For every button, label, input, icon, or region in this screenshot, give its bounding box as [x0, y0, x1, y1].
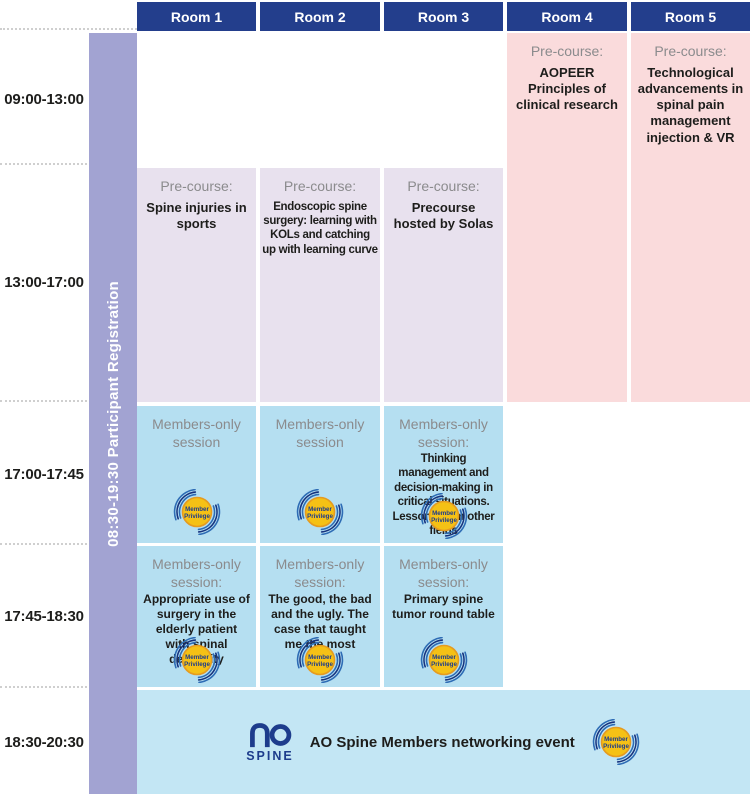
svg-text:Privilege: Privilege	[184, 513, 210, 520]
row-divider	[0, 400, 87, 402]
member-privilege-badge: Member Privilege	[591, 718, 641, 766]
member-privilege-badge: Member Privilege	[172, 488, 222, 536]
session-cell-room1-members-1700: Members-only session Member Privilege	[137, 406, 256, 543]
row-divider	[0, 543, 87, 545]
svg-text:Member: Member	[308, 506, 332, 513]
precourse-label: Pre-course:	[654, 43, 727, 59]
registration-bar: 08:30-19:30 Participant Registration	[89, 33, 137, 794]
svg-text:Privilege: Privilege	[603, 743, 629, 750]
time-label-1745-1830: 17:45-18:30	[4, 608, 84, 625]
members-only-label: Members-only session	[275, 416, 365, 450]
session-cell-room3-members-1700: Members-only session: Thinking managemen…	[384, 406, 503, 543]
svg-text:Member: Member	[432, 510, 456, 517]
ao-spine-logo: SPINE	[246, 722, 294, 763]
session-cell-networking-event: SPINE AO Spine Members networking event …	[137, 690, 750, 794]
session-cell-room3-precourse: Pre-course: Precourse hosted by Solas	[384, 168, 503, 402]
member-privilege-badge: Member Privilege	[295, 636, 345, 684]
precourse-label: Pre-course:	[160, 178, 233, 194]
member-privilege-badge: Member Privilege	[419, 492, 469, 540]
room-header-1: Room 1	[137, 2, 256, 31]
room-header-4: Room 4	[507, 2, 627, 31]
svg-text:Privilege: Privilege	[184, 661, 210, 668]
session-title: Technological advancements in spinal pai…	[637, 64, 744, 145]
session-cell-room2-members-1700: Members-only session Member Privilege	[260, 406, 380, 543]
members-only-label: Members-only session	[152, 416, 241, 450]
row-divider	[0, 28, 137, 30]
svg-text:Member: Member	[185, 506, 209, 513]
members-only-label: Members-only session:	[399, 556, 488, 590]
members-only-label: Members-only session:	[275, 556, 365, 590]
session-title: The good, the bad and the ugly. The case…	[268, 592, 372, 651]
room-header-3: Room 3	[384, 2, 503, 31]
svg-text:Member: Member	[432, 654, 456, 661]
session-title: Spine injuries in sports	[146, 199, 247, 231]
ao-spine-logo-text: SPINE	[246, 748, 294, 763]
precourse-label: Pre-course:	[283, 178, 357, 194]
row-divider	[0, 163, 87, 165]
room-header-5: Room 5	[631, 2, 750, 31]
networking-event-title: AO Spine Members networking event	[309, 733, 575, 751]
room-header-2: Room 2	[260, 2, 380, 31]
ao-logo-mark	[249, 722, 292, 747]
session-cell-room4-precourse: Pre-course: AOPEER Principles of clinica…	[507, 33, 627, 402]
svg-text:Privilege: Privilege	[307, 513, 333, 520]
member-privilege-badge: Member Privilege	[295, 488, 345, 536]
session-title: Precourse hosted by Solas	[393, 199, 494, 231]
session-cell-room5-precourse: Pre-course: Technological advancements i…	[631, 33, 750, 402]
registration-label: 08:30-19:30 Participant Registration	[104, 280, 122, 547]
time-label-0900-1300: 09:00-13:00	[4, 91, 84, 108]
time-label-1700-1745: 17:00-17:45	[4, 466, 84, 483]
session-title: Primary spine tumor round table	[392, 592, 495, 621]
session-cell-room3-members-1745: Members-only session: Primary spine tumo…	[384, 546, 503, 687]
member-privilege-badge: Member Privilege	[419, 636, 469, 684]
svg-text:Privilege: Privilege	[431, 661, 457, 668]
precourse-label: Pre-course:	[407, 178, 480, 194]
svg-text:Member: Member	[308, 654, 332, 661]
session-title: Endoscopic spine surgery: learning with …	[262, 200, 378, 256]
members-only-label: Members-only session:	[152, 556, 241, 590]
session-cell-room2-members-1745: Members-only session: The good, the bad …	[260, 546, 380, 687]
session-cell-room2-precourse: Pre-course: Endoscopic spine surgery: le…	[260, 168, 380, 402]
members-only-label: Members-only session:	[399, 416, 488, 450]
svg-text:Member: Member	[185, 654, 209, 661]
session-cell-room1-members-1745: Members-only session: Appropriate use of…	[137, 546, 256, 687]
precourse-label: Pre-course:	[530, 43, 604, 59]
svg-text:Privilege: Privilege	[431, 517, 457, 524]
time-label-1300-1700: 13:00-17:00	[4, 274, 84, 291]
session-title: AOPEER Principles of clinical research	[516, 64, 618, 113]
time-label-1830-2030: 18:30-20:30	[4, 734, 84, 751]
row-divider	[0, 686, 87, 688]
svg-text:Member: Member	[604, 736, 628, 743]
svg-text:Privilege: Privilege	[307, 661, 333, 668]
member-privilege-badge: Member Privilege	[172, 636, 222, 684]
session-cell-room1-precourse: Pre-course: Spine injuries in sports	[137, 168, 256, 402]
